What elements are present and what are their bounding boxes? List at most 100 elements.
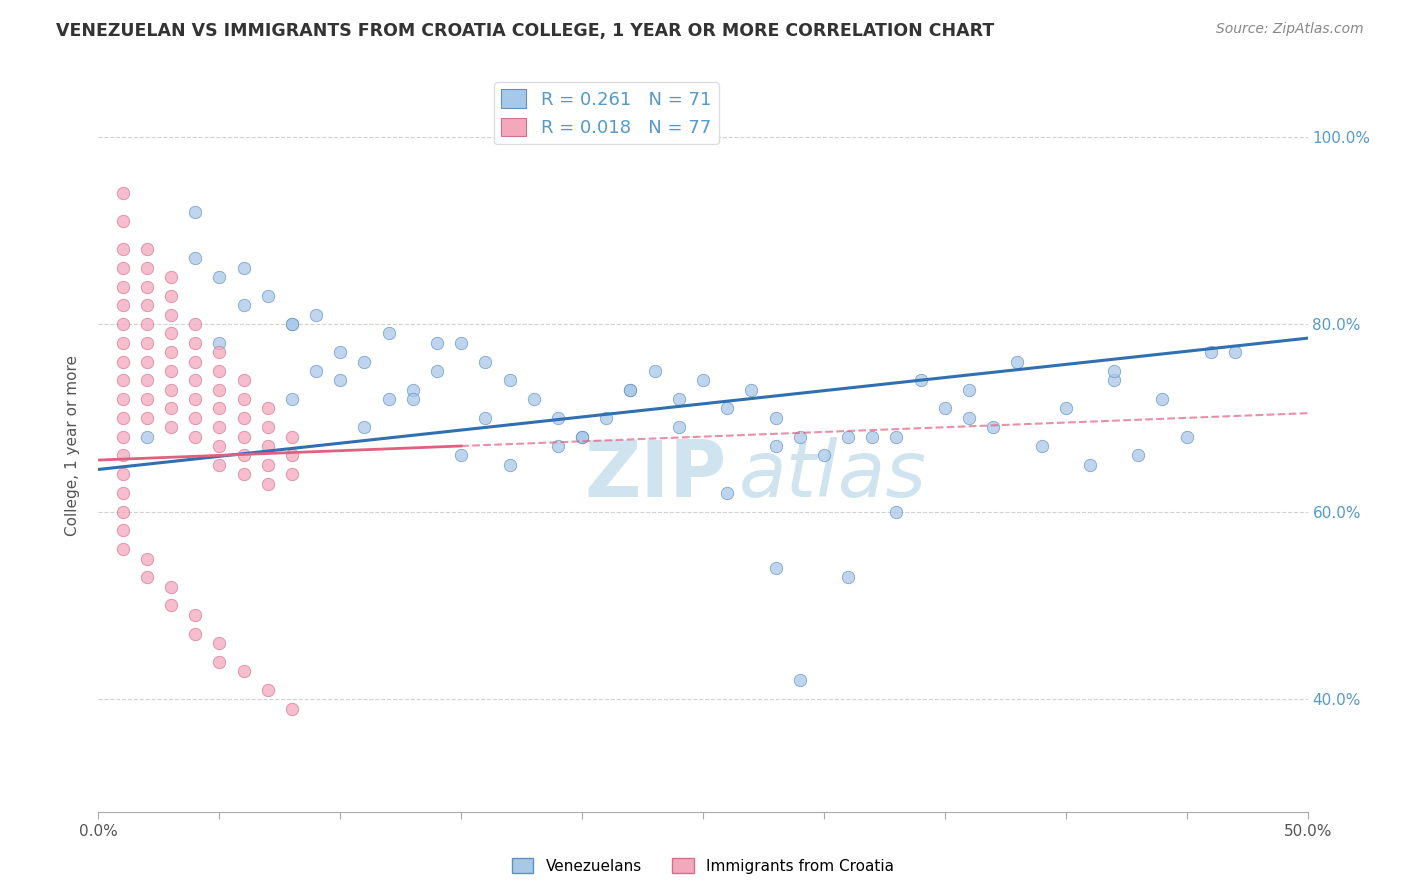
Point [232,467,254,482]
Point [160,345,183,359]
Point [281,701,304,715]
Point [619,383,641,397]
Point [184,252,207,266]
Point [256,682,278,697]
Point [111,186,134,200]
Point [111,486,134,500]
Point [184,317,207,331]
Point [1102,364,1125,378]
Point [305,308,328,322]
Point [111,467,134,482]
Point [837,570,859,584]
Point [765,561,787,575]
Point [474,410,496,425]
Point [111,429,134,443]
Point [160,580,183,594]
Point [111,505,134,519]
Point [377,392,399,406]
Point [281,392,304,406]
Point [184,607,207,622]
Point [837,429,859,443]
Point [135,298,157,312]
Point [1054,401,1077,416]
Point [232,373,254,387]
Point [111,260,134,275]
Point [402,383,425,397]
Point [426,335,449,350]
Point [232,410,254,425]
Point [111,542,134,557]
Point [208,655,231,669]
Point [111,335,134,350]
Point [981,420,1004,434]
Point [160,364,183,378]
Point [1031,439,1053,453]
Point [111,524,134,538]
Point [474,354,496,368]
Point [111,373,134,387]
Point [256,458,278,472]
Point [111,354,134,368]
Point [111,279,134,293]
Point [281,317,304,331]
Point [740,383,762,397]
Point [1128,449,1150,463]
Point [1078,458,1101,472]
Point [111,392,134,406]
Point [716,486,738,500]
Point [232,392,254,406]
Point [184,335,207,350]
Point [789,429,811,443]
Point [1175,429,1198,443]
Point [668,420,690,434]
Point [184,429,207,443]
Point [160,270,183,285]
Point [402,392,425,406]
Point [184,373,207,387]
Point [184,204,207,219]
Point [353,420,375,434]
Point [232,449,254,463]
Point [789,673,811,688]
Text: ZIP: ZIP [585,437,727,513]
Point [377,326,399,341]
Point [160,383,183,397]
Point [281,429,304,443]
Point [281,467,304,482]
Point [208,458,231,472]
Point [692,373,714,387]
Point [523,392,546,406]
Point [208,364,231,378]
Text: atlas: atlas [740,437,927,513]
Point [135,317,157,331]
Point [305,364,328,378]
Point [571,429,593,443]
Point [910,373,932,387]
Point [135,570,157,584]
Point [208,383,231,397]
Point [135,242,157,256]
Point [111,298,134,312]
Point [281,449,304,463]
Point [1102,373,1125,387]
Point [184,392,207,406]
Point [135,279,157,293]
Point [135,354,157,368]
Point [232,429,254,443]
Point [1152,392,1174,406]
Point [886,429,908,443]
Point [232,664,254,678]
Point [184,410,207,425]
Point [160,420,183,434]
Point [498,458,520,472]
Point [329,373,352,387]
Point [135,335,157,350]
Point [1007,354,1029,368]
Point [160,289,183,303]
Point [111,410,134,425]
Point [716,401,738,416]
Point [135,410,157,425]
Point [353,354,375,368]
Point [111,449,134,463]
Point [450,335,472,350]
